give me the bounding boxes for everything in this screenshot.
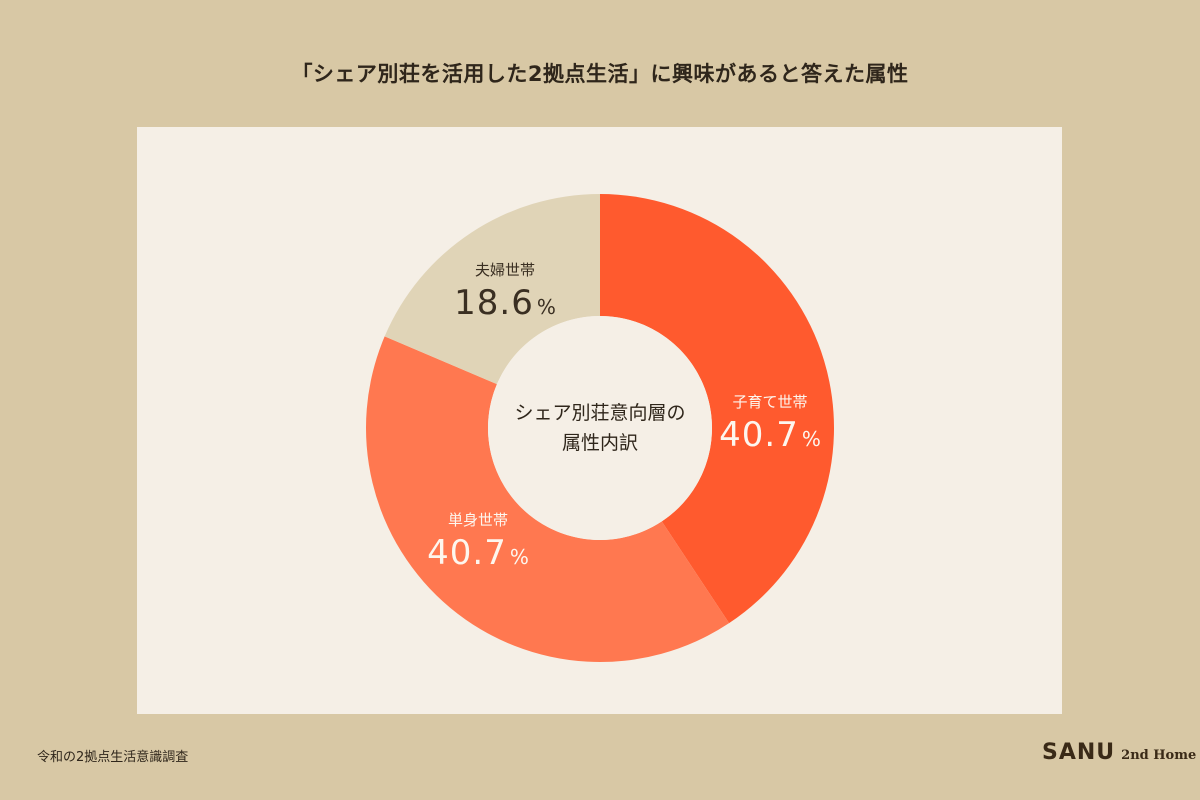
chart-card (137, 127, 1062, 714)
brand-logo: SANU 2nd Home (1042, 740, 1196, 765)
segment-unit: % (801, 427, 821, 451)
donut-center-label: シェア別荘意向層の 属性内訳 (490, 398, 710, 458)
segment-unit: % (536, 295, 556, 319)
brand-name: SANU (1042, 740, 1116, 765)
donut-hole (488, 316, 712, 540)
chart-title: 「シェア別荘を活用した2拠点生活」に興味があると答えた属性 (291, 62, 909, 86)
segment-value: 40.7 (719, 415, 799, 455)
center-label-line2: 属性内訳 (561, 432, 638, 454)
segment-label-single-households: 単身世帯 40.7% (413, 511, 543, 573)
segment-name: 夫婦世帯 (474, 261, 535, 279)
segment-label-child-households: 子育て世帯 40.7% (705, 393, 835, 455)
slice-single-households (365, 336, 730, 663)
segment-unit: % (509, 545, 529, 569)
segment-value: 40.7 (427, 533, 507, 573)
brand-subtitle: 2nd Home (1121, 748, 1197, 763)
donut-chart (365, 194, 834, 663)
segment-name: 単身世帯 (447, 511, 508, 529)
slice-child-households (600, 194, 834, 624)
segment-label-couple-households: 夫婦世帯 18.6% (440, 261, 570, 323)
segment-value: 18.6 (454, 283, 534, 323)
segment-name: 子育て世帯 (732, 393, 808, 411)
slice-couple-households (384, 194, 600, 385)
center-label-line1: シェア別荘意向層の (514, 402, 686, 424)
source-note: 令和の2拠点生活意識調査 (37, 750, 189, 765)
